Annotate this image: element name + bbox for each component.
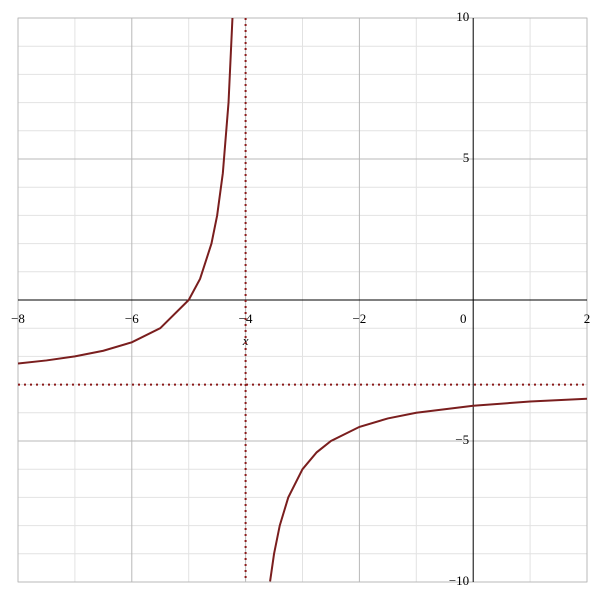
x-tick-label: −6 [125,311,139,326]
y-tick-label: −10 [449,573,469,588]
x-axis-label: x [242,333,249,348]
x-tick-label: 2 [584,311,591,326]
y-tick-label: 5 [463,150,470,165]
curve [18,18,587,582]
y-tick-label: 10 [456,9,469,24]
y-tick-label: −5 [455,432,469,447]
x-tick-label: 0 [460,311,467,326]
x-tick-label: −2 [352,311,366,326]
x-tick-label: −8 [11,311,25,326]
